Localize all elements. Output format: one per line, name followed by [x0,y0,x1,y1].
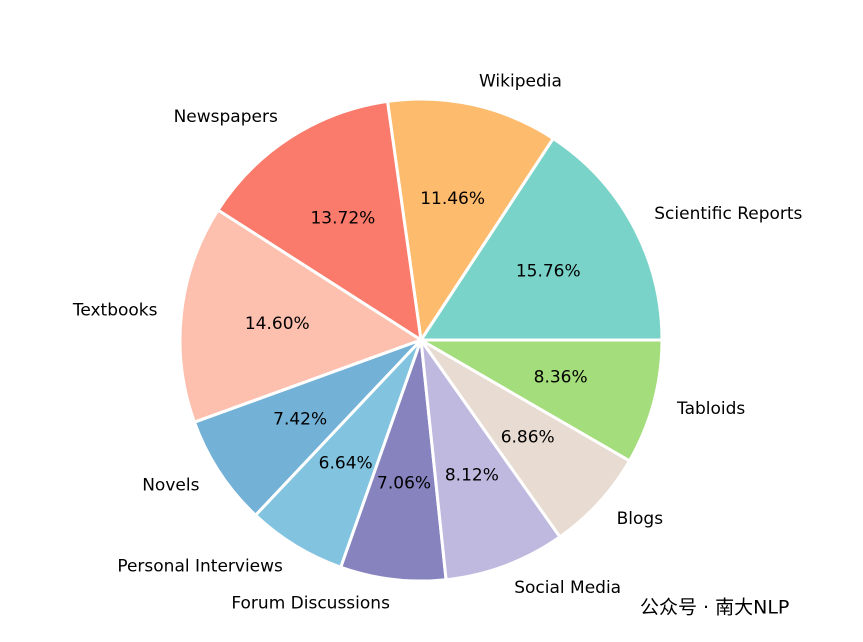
slice-label: Social Media [514,578,621,598]
value-label: 6.86% [501,428,555,448]
slice-label: Scientific Reports [654,204,802,224]
slice-label: Novels [142,476,199,496]
value-label: 8.12% [445,465,499,485]
slice-label: Newspapers [174,107,278,127]
pie-slice [385,97,555,342]
pie-slice [419,338,632,539]
slice-label: Blogs [617,509,664,529]
slice-label: Tabloids [676,399,745,419]
watermark: 公众号 · 南大NLP [640,597,789,619]
slice-label: Wikipedia [479,71,562,91]
slice-label: Forum Discussions [231,593,390,613]
pie-slice [216,99,423,342]
value-label: 13.72% [310,208,375,228]
value-label: 14.60% [245,314,310,334]
pie-slice [192,338,423,517]
pie-slice [339,338,448,583]
pie-slice [178,208,423,424]
slice-label: Personal Interviews [117,556,283,576]
slice-label: Textbooks [72,301,158,321]
value-label: 7.42% [273,409,327,429]
pie-slice [419,338,562,582]
pie-slice [419,136,664,342]
value-label: 7.06% [377,474,431,494]
value-label: 8.36% [534,368,588,388]
value-label: 15.76% [516,261,581,281]
value-label: 6.64% [319,453,373,473]
pie-slice [419,338,664,463]
value-label: 11.46% [420,189,485,209]
